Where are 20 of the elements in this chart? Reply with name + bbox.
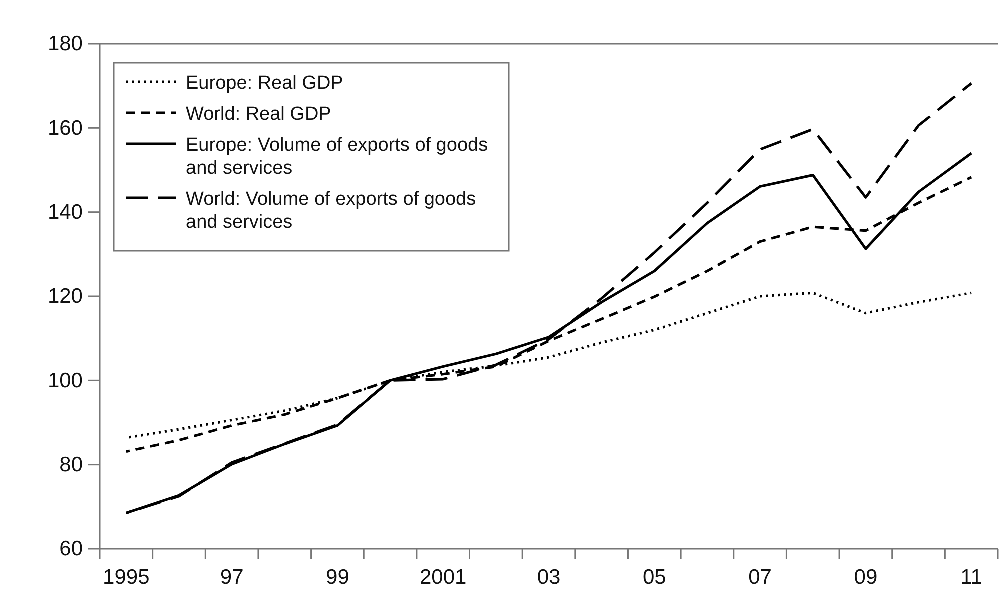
x-tick-label: 99 bbox=[326, 566, 350, 589]
x-tick-label: 03 bbox=[537, 566, 561, 589]
y-tick-label: 180 bbox=[48, 32, 83, 56]
legend-label: Europe: Real GDP bbox=[186, 73, 344, 94]
x-tick-label: 09 bbox=[854, 566, 878, 589]
legend-label: World: Real GDP bbox=[186, 104, 332, 125]
x-tick-label: 2001 bbox=[420, 566, 467, 589]
x-tick-label: 97 bbox=[220, 566, 244, 589]
x-tick-label: 05 bbox=[642, 566, 666, 589]
y-tick-label: 120 bbox=[48, 285, 83, 308]
y-tick-label: 160 bbox=[48, 116, 83, 140]
y-tick-label: 60 bbox=[60, 538, 83, 561]
y-tick-label: 140 bbox=[48, 201, 83, 224]
y-tick-label: 100 bbox=[48, 369, 83, 392]
y-tick-label: 80 bbox=[60, 454, 83, 477]
x-tick-label: 11 bbox=[960, 566, 982, 589]
legend-label: World: Volume of exports of goods and services bbox=[186, 189, 476, 233]
x-tick-label: 1995 bbox=[103, 566, 150, 589]
legend-label: Europe: Volume of exports of goods and services bbox=[186, 135, 488, 179]
x-tick-label: 07 bbox=[748, 566, 772, 589]
